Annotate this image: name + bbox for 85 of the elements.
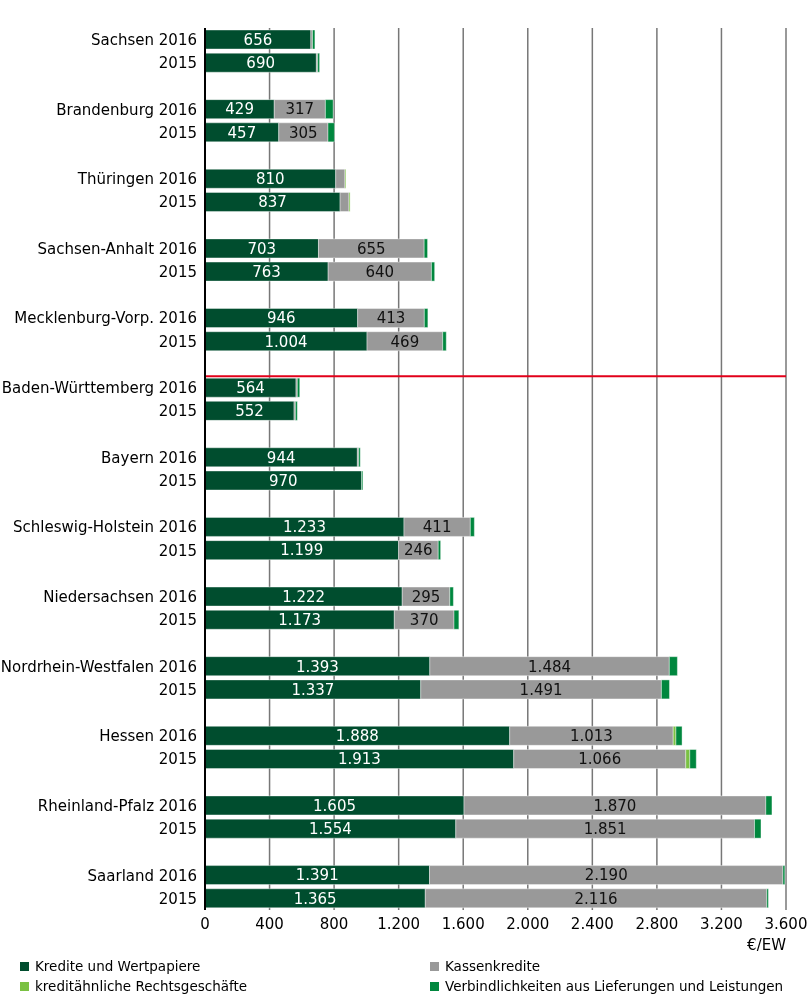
y-tick-label: 2015 — [158, 263, 197, 282]
y-tick-label: 2015 — [158, 611, 197, 630]
x-tick-label: 3.600 — [764, 914, 808, 933]
x-tick-label: 800 — [319, 914, 349, 933]
x-tick-label: 1.600 — [441, 914, 485, 933]
data-label: 970 — [268, 471, 298, 490]
y-tick-label: 2015 — [158, 750, 197, 769]
data-label: 1.554 — [308, 819, 352, 838]
data-label: 690 — [246, 54, 275, 73]
data-label: 552 — [235, 402, 264, 421]
y-tick-label: 2015 — [158, 193, 197, 212]
y-tick-label: 2015 — [158, 54, 197, 73]
data-label: 2.190 — [584, 866, 628, 885]
data-label: 1.173 — [278, 611, 322, 630]
data-label: 246 — [404, 541, 433, 560]
data-label: 1.391 — [295, 866, 339, 885]
data-label: 1.484 — [528, 657, 572, 676]
y-tick-label: Brandenburg 2016 — [56, 100, 197, 119]
data-label: 1.913 — [337, 750, 381, 769]
y-tick-label: Nordrhein-Westfalen 2016 — [0, 657, 197, 676]
y-tick-label: 2015 — [158, 471, 197, 490]
data-label: 457 — [227, 123, 257, 142]
data-label: 763 — [252, 262, 281, 281]
y-tick-label: Baden-Württemberg 2016 — [1, 379, 197, 398]
data-label: 655 — [356, 239, 386, 258]
y-tick-label: Sachsen-Anhalt 2016 — [37, 239, 197, 258]
y-tick-label: Sachsen 2016 — [91, 30, 197, 49]
data-label: 1.888 — [335, 727, 379, 746]
y-tick-label: 2015 — [158, 680, 197, 699]
legend-label: Verbindlichkeiten aus Lieferungen und Leistungen — [445, 978, 784, 994]
y-tick-label: Mecklenburg-Vorp. 2016 — [14, 309, 197, 328]
x-tick-label: 400 — [255, 914, 284, 933]
data-label: 703 — [247, 239, 277, 258]
y-tick-label: 2015 — [158, 402, 197, 421]
y-tick-label: 2015 — [158, 820, 197, 839]
data-label: 656 — [243, 30, 273, 49]
y-tick-label: Niedersachsen 2016 — [43, 587, 197, 606]
data-label: 1.393 — [295, 657, 339, 676]
data-label: 1.013 — [569, 727, 613, 746]
data-label: 305 — [289, 123, 318, 142]
x-tick-label: 0 — [200, 914, 210, 933]
data-label: 1.233 — [283, 518, 326, 537]
data-label: 295 — [411, 587, 441, 606]
data-label: 469 — [390, 332, 420, 351]
y-tick-label: Thüringen 2016 — [76, 170, 197, 189]
y-tick-label: 2015 — [158, 332, 197, 351]
x-tick-label: 2.800 — [635, 914, 679, 933]
y-tick-label: Bayern 2016 — [101, 448, 197, 467]
y-tick-label: 2015 — [158, 541, 197, 560]
x-tick-label: 1.200 — [377, 914, 421, 933]
data-label: 1.365 — [293, 889, 337, 908]
data-label: 564 — [236, 378, 265, 397]
y-tick-label: Schleswig-Holstein 2016 — [12, 518, 197, 537]
data-label: 429 — [225, 100, 254, 119]
data-label: 810 — [256, 170, 285, 189]
data-label: 944 — [266, 448, 296, 467]
data-label: 1.222 — [282, 587, 326, 606]
x-tick-label: 2.400 — [570, 914, 614, 933]
data-label: 317 — [285, 100, 315, 119]
legend-label: kreditähnliche Rechtsgeschäfte — [35, 978, 248, 994]
data-label: 413 — [376, 309, 406, 328]
data-label: 370 — [409, 611, 439, 630]
x-tick-label: 2.000 — [506, 914, 550, 933]
legend-label: Kassenkredite — [445, 958, 541, 974]
data-label: 1.851 — [583, 819, 627, 838]
data-label: 1.199 — [280, 541, 324, 560]
x-tick-label: 3.200 — [699, 914, 743, 933]
data-label: 1.066 — [578, 750, 622, 769]
data-label: 2.116 — [574, 889, 618, 908]
legend-label: Kredite und Wertpapiere — [35, 958, 201, 974]
data-label: 1.004 — [264, 332, 308, 351]
y-tick-label: 2015 — [158, 889, 197, 908]
data-label: 837 — [258, 193, 287, 212]
data-label: 1.870 — [593, 796, 637, 815]
y-tick-label: Hessen 2016 — [99, 727, 197, 746]
data-label: 411 — [422, 518, 452, 537]
data-label: 1.337 — [291, 680, 335, 699]
y-tick-label: Saarland 2016 — [87, 866, 197, 885]
y-tick-label: Rheinland-Pfalz 2016 — [37, 796, 197, 815]
data-label: 946 — [267, 309, 296, 328]
y-tick-label: 2015 — [158, 123, 197, 142]
data-label: 640 — [365, 262, 395, 281]
x-axis-title: €/EW — [747, 936, 787, 954]
data-label: 1.491 — [519, 680, 563, 699]
data-label: 1.605 — [313, 796, 356, 815]
